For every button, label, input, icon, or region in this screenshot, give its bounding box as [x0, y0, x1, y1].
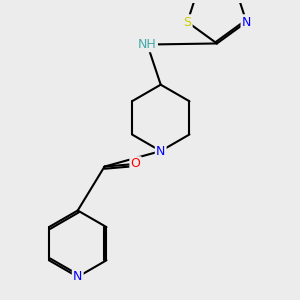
Text: O: O: [130, 158, 140, 170]
Text: S: S: [183, 16, 191, 28]
Text: NH: NH: [138, 38, 157, 51]
Text: N: N: [73, 270, 82, 284]
Text: N: N: [242, 16, 251, 28]
Text: N: N: [156, 145, 165, 158]
